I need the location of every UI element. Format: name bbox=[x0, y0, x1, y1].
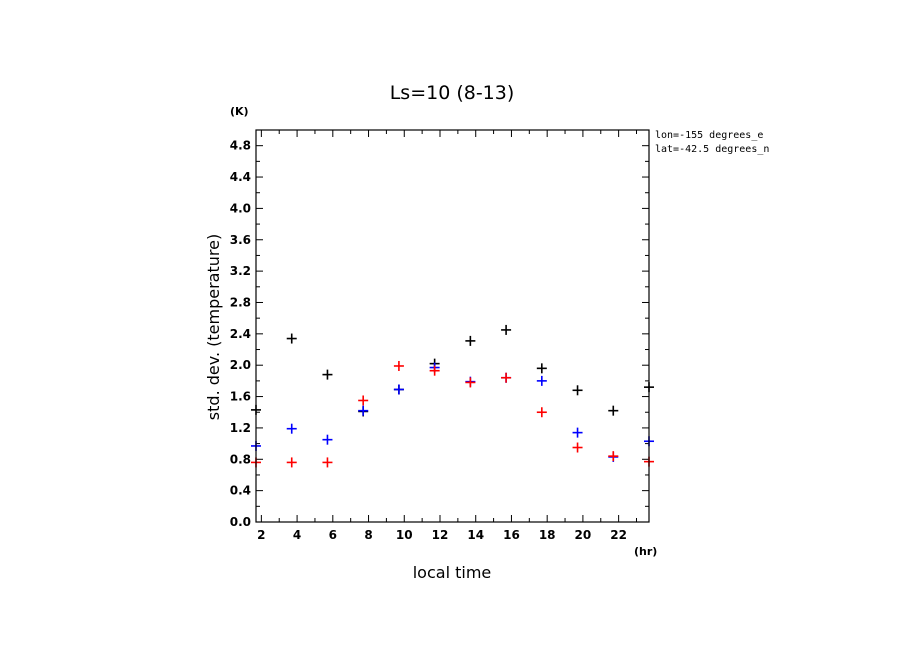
lon-info: lon=-155 degrees_e bbox=[655, 130, 763, 141]
y-tick-label: 3.6 bbox=[230, 233, 251, 247]
data-point bbox=[286, 423, 297, 434]
y-tick-label: 2.8 bbox=[230, 295, 251, 309]
chart-title: Ls=10 (8-13) bbox=[390, 82, 515, 104]
data-point bbox=[572, 427, 583, 438]
data-point bbox=[465, 335, 476, 346]
data-point bbox=[322, 457, 333, 468]
y-tick-label: 3.2 bbox=[230, 264, 251, 278]
x-tick-label: 10 bbox=[396, 528, 413, 542]
x-tick-label: 4 bbox=[293, 528, 301, 542]
y-tick-label: 0.0 bbox=[230, 515, 251, 529]
x-tick-label: 2 bbox=[257, 528, 265, 542]
x-tick-label: 16 bbox=[503, 528, 520, 542]
x-unit-label: (hr) bbox=[634, 545, 657, 558]
data-point bbox=[572, 385, 583, 396]
y-axis-title: std. dev. (temperature) bbox=[204, 234, 223, 420]
data-point bbox=[358, 405, 369, 416]
x-tick-label: 20 bbox=[575, 528, 592, 542]
y-unit-label: (K) bbox=[230, 105, 249, 118]
x-tick-label: 12 bbox=[432, 528, 449, 542]
data-point bbox=[608, 451, 619, 462]
x-tick-label: 6 bbox=[329, 528, 337, 542]
y-tick-label: 4.4 bbox=[230, 170, 251, 184]
axes: 0.0 0.4 0.8 1.2 1.6 2.0 2.4 2.8 3.2 3.6 4.0 4.4 4.8 2… bbox=[230, 130, 649, 542]
data-point bbox=[393, 384, 404, 395]
y-tick-label: 0.8 bbox=[230, 452, 251, 466]
y-tick-label: 2.4 bbox=[230, 327, 251, 341]
data-point bbox=[536, 375, 547, 386]
x-tick-label: 8 bbox=[364, 528, 372, 542]
data-point bbox=[286, 457, 297, 468]
data-point bbox=[572, 442, 583, 453]
data-point bbox=[501, 372, 512, 383]
data-point bbox=[286, 333, 297, 344]
y-tick-label: 2.0 bbox=[230, 358, 251, 372]
x-tick-label: 18 bbox=[539, 528, 556, 542]
data-point bbox=[393, 360, 404, 371]
y-tick-label: 1.6 bbox=[230, 390, 251, 404]
data-point bbox=[322, 369, 333, 380]
y-tick-label: 0.4 bbox=[230, 484, 251, 498]
data-point bbox=[465, 377, 476, 388]
data-point bbox=[536, 363, 547, 374]
x-tick-label: 22 bbox=[610, 528, 627, 542]
data-point bbox=[322, 434, 333, 445]
data-marks bbox=[251, 324, 654, 468]
x-axis-title: local time bbox=[413, 563, 492, 582]
data-point bbox=[608, 405, 619, 416]
data-point bbox=[358, 395, 369, 406]
data-point bbox=[429, 365, 440, 376]
plot-frame bbox=[255, 129, 650, 523]
data-point bbox=[501, 324, 512, 335]
y-tick-label: 4.0 bbox=[230, 201, 251, 215]
y-tick-label: 4.8 bbox=[230, 139, 251, 153]
x-tick-label: 14 bbox=[467, 528, 484, 542]
data-point bbox=[536, 407, 547, 418]
lat-info: lat=-42.5 degrees_n bbox=[655, 144, 769, 155]
y-tick-label: 1.2 bbox=[230, 421, 251, 435]
